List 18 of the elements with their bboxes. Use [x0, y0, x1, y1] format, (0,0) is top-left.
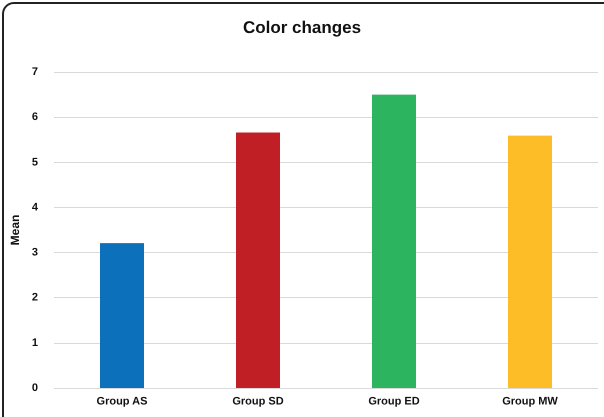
y-axis-title: Mean	[8, 214, 22, 246]
bar	[100, 243, 144, 388]
y-tick-label: 5	[32, 156, 38, 168]
bar	[236, 132, 280, 388]
x-tick-label: Group SD	[232, 396, 284, 408]
x-tick-label: Group ED	[368, 396, 420, 408]
bar	[508, 136, 552, 388]
bar	[372, 94, 416, 388]
y-tick-label: 0	[32, 382, 38, 394]
y-tick-label: 3	[32, 246, 38, 259]
x-tick-label: Group AS	[96, 396, 148, 408]
y-tick-label: 7	[32, 66, 38, 78]
y-tick-label: 2	[32, 292, 38, 304]
chart-title: Color changes	[242, 18, 362, 37]
y-tick-label: 4	[32, 201, 39, 214]
y-tick-label: 1	[32, 336, 38, 349]
y-tick-label: 6	[32, 111, 38, 124]
x-tick-label: Group MW	[502, 396, 558, 408]
